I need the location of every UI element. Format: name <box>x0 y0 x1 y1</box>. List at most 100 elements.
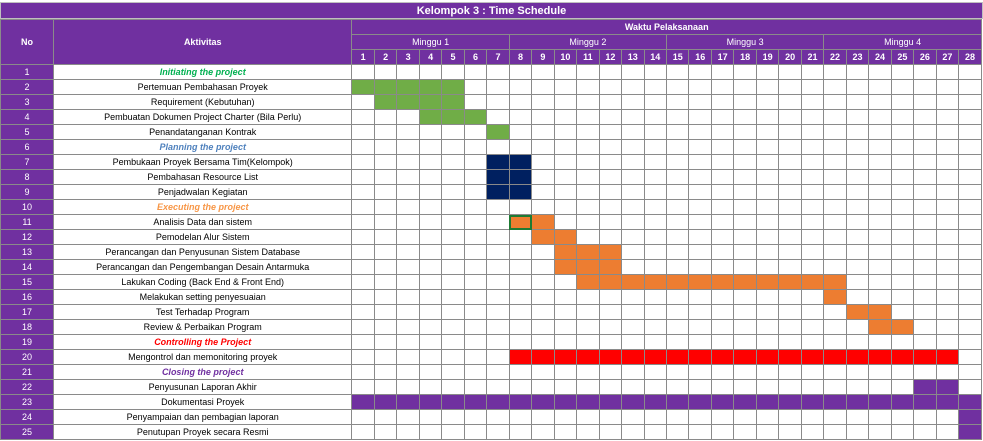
day-cell[interactable] <box>913 214 937 230</box>
gantt-bar-cell[interactable] <box>441 94 465 110</box>
day-cell[interactable] <box>463 259 488 275</box>
day-cell[interactable] <box>373 319 398 335</box>
gantt-bar-cell[interactable] <box>643 349 668 365</box>
day-cell[interactable] <box>576 139 600 155</box>
day-cell[interactable] <box>463 274 488 290</box>
day-cell[interactable] <box>688 214 712 230</box>
day-cell[interactable] <box>441 169 465 185</box>
day-cell[interactable] <box>576 94 600 110</box>
day-cell[interactable] <box>576 124 600 140</box>
gantt-bar-cell[interactable] <box>778 349 802 365</box>
day-cell[interactable] <box>778 364 802 380</box>
day-cell[interactable] <box>508 409 533 425</box>
day-cell[interactable] <box>643 334 668 350</box>
day-cell[interactable] <box>913 79 937 95</box>
day-cell[interactable] <box>688 199 712 215</box>
day-cell[interactable] <box>351 154 375 170</box>
day-cell[interactable] <box>373 64 398 80</box>
day-cell[interactable] <box>396 244 420 260</box>
phase-heading-cell[interactable]: Planning the project <box>52 139 353 155</box>
row-number-cell[interactable]: 18 <box>0 319 54 335</box>
day-cell[interactable] <box>958 364 982 380</box>
day-cell[interactable] <box>598 169 623 185</box>
day-cell[interactable] <box>351 64 375 80</box>
day-cell[interactable] <box>486 214 510 230</box>
day-cell[interactable] <box>373 379 398 395</box>
day-cell[interactable] <box>576 169 600 185</box>
day-header[interactable]: 12 <box>598 49 623 65</box>
day-cell[interactable] <box>935 154 960 170</box>
day-cell[interactable] <box>396 304 420 320</box>
gantt-bar-cell[interactable] <box>553 229 578 245</box>
day-cell[interactable] <box>576 109 600 125</box>
row-number-cell[interactable]: 1 <box>0 64 54 80</box>
activity-cell[interactable]: Review & Perbaikan Program <box>52 319 353 335</box>
day-cell[interactable] <box>553 94 578 110</box>
day-cell[interactable] <box>643 379 668 395</box>
day-cell[interactable] <box>845 199 870 215</box>
day-cell[interactable] <box>913 319 937 335</box>
day-cell[interactable] <box>418 409 443 425</box>
day-cell[interactable] <box>733 409 757 425</box>
day-cell[interactable] <box>823 79 847 95</box>
day-cell[interactable] <box>868 424 892 440</box>
gantt-bar-cell[interactable] <box>396 94 420 110</box>
day-cell[interactable] <box>396 214 420 230</box>
day-cell[interactable] <box>463 184 488 200</box>
day-cell[interactable] <box>890 334 915 350</box>
day-cell[interactable] <box>868 274 892 290</box>
activity-cell[interactable]: Analisis Data dan sistem <box>52 214 353 230</box>
day-cell[interactable] <box>598 229 623 245</box>
day-cell[interactable] <box>621 184 645 200</box>
day-cell[interactable] <box>890 244 915 260</box>
day-cell[interactable] <box>868 289 892 305</box>
day-cell[interactable] <box>396 319 420 335</box>
day-cell[interactable] <box>463 94 488 110</box>
day-cell[interactable] <box>418 139 443 155</box>
day-cell[interactable] <box>868 169 892 185</box>
day-cell[interactable] <box>823 379 847 395</box>
day-cell[interactable] <box>396 199 420 215</box>
day-cell[interactable] <box>351 409 375 425</box>
day-cell[interactable] <box>868 214 892 230</box>
day-cell[interactable] <box>935 319 960 335</box>
day-cell[interactable] <box>755 109 780 125</box>
gantt-bar-cell[interactable] <box>845 304 870 320</box>
day-cell[interactable] <box>935 184 960 200</box>
day-header[interactable]: 19 <box>755 49 780 65</box>
day-cell[interactable] <box>643 214 668 230</box>
day-cell[interactable] <box>665 64 690 80</box>
day-cell[interactable] <box>576 184 600 200</box>
day-cell[interactable] <box>845 364 870 380</box>
day-cell[interactable] <box>553 319 578 335</box>
gantt-bar-cell[interactable] <box>823 289 847 305</box>
day-cell[interactable] <box>710 169 735 185</box>
gantt-bar-cell[interactable] <box>576 394 600 410</box>
day-cell[interactable] <box>351 424 375 440</box>
day-cell[interactable] <box>958 244 982 260</box>
gantt-bar-cell[interactable] <box>868 304 892 320</box>
day-cell[interactable] <box>868 109 892 125</box>
gantt-bar-cell[interactable] <box>733 274 757 290</box>
day-cell[interactable] <box>890 184 915 200</box>
day-cell[interactable] <box>688 319 712 335</box>
gantt-bar-cell[interactable] <box>665 349 690 365</box>
day-cell[interactable] <box>755 364 780 380</box>
day-cell[interactable] <box>621 199 645 215</box>
day-cell[interactable] <box>755 379 780 395</box>
day-cell[interactable] <box>576 424 600 440</box>
day-cell[interactable] <box>958 214 982 230</box>
day-cell[interactable] <box>508 259 533 275</box>
day-cell[interactable] <box>418 289 443 305</box>
day-cell[interactable] <box>621 379 645 395</box>
day-cell[interactable] <box>553 274 578 290</box>
day-cell[interactable] <box>553 424 578 440</box>
gantt-bar-cell[interactable] <box>913 379 937 395</box>
day-cell[interactable] <box>845 274 870 290</box>
day-cell[interactable] <box>486 259 510 275</box>
day-cell[interactable] <box>800 169 825 185</box>
row-number-cell[interactable]: 14 <box>0 259 54 275</box>
day-header[interactable]: 23 <box>845 49 870 65</box>
day-cell[interactable] <box>598 334 623 350</box>
day-cell[interactable] <box>486 304 510 320</box>
